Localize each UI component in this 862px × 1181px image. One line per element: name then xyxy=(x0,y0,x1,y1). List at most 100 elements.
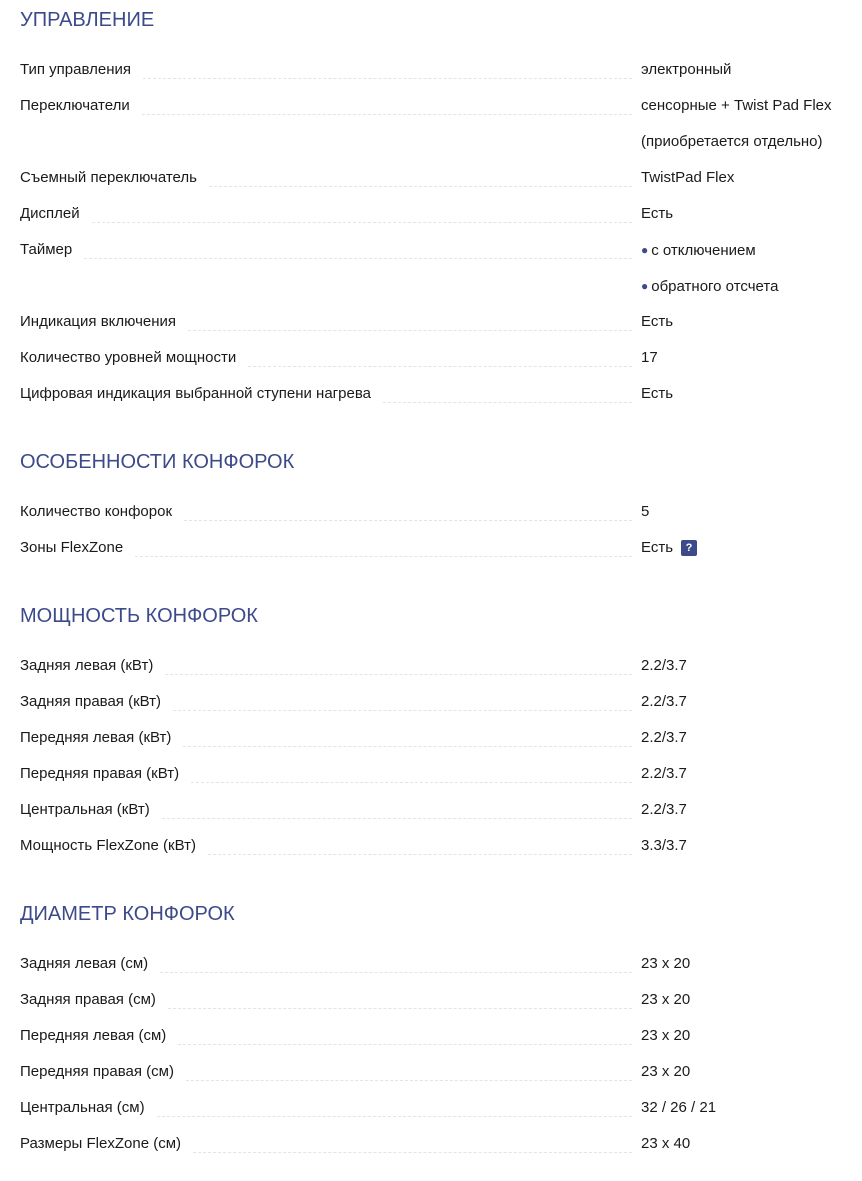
dotted-leader xyxy=(191,756,632,783)
spec-row: Размеры FlexZone (см) 23 x 40 xyxy=(20,1126,862,1162)
section-heading: ДИАМЕТР КОНФОРОК xyxy=(20,903,235,925)
spec-label: Дисплей xyxy=(20,205,80,222)
spec-label: Количество уровней мощности xyxy=(20,349,237,366)
spec-value: сенсорные + Twist Pad Flex (приобретается… xyxy=(641,88,862,160)
spec-value-text: Есть xyxy=(641,313,674,330)
spec-value: 2.2/3.7 xyxy=(641,720,862,756)
spec-row: Количество уровней мощности 17 xyxy=(20,340,862,376)
dotted-leader xyxy=(141,88,632,115)
dotted-leader xyxy=(382,376,632,403)
spec-value-line: 17 xyxy=(641,340,862,376)
spec-value: 32 / 26 / 21 xyxy=(641,1090,862,1126)
spec-value: 23 x 40 xyxy=(641,1126,862,1162)
spec-row: Индикация включения Есть xyxy=(20,304,862,340)
spec-value-line: Есть? xyxy=(641,530,862,566)
spec-row: Передняя правая (см) 23 x 20 xyxy=(20,1054,862,1090)
spec-label: Количество конфорок xyxy=(20,503,173,520)
spec-row: Съемный переключатель TwistPad Flex xyxy=(20,160,862,196)
section-heading: УПРАВЛЕНИЕ xyxy=(20,9,155,31)
dotted-leader xyxy=(156,1090,632,1117)
spec-value-text: электронный xyxy=(641,61,732,78)
spec-value-line: 3.3/3.7 xyxy=(641,828,862,864)
spec-value: Есть xyxy=(641,196,862,232)
spec-value-text: 23 x 20 xyxy=(641,955,691,972)
spec-value: 17 xyxy=(641,340,862,376)
spec-value: TwistPad Flex xyxy=(641,160,862,196)
spec-value: 2.2/3.7 xyxy=(641,756,862,792)
spec-value: 3.3/3.7 xyxy=(641,828,862,864)
section-heading: МОЩНОСТЬ КОНФОРОК xyxy=(20,605,258,627)
spec-row: Таймер ● с отключением ● обратного отсчета xyxy=(20,232,862,304)
dotted-leader xyxy=(160,946,632,973)
spec-value: 23 x 20 xyxy=(641,1018,862,1054)
spec-row: Передняя левая (кВт) 2.2/3.7 xyxy=(20,720,862,756)
spec-row: Передняя правая (кВт) 2.2/3.7 xyxy=(20,756,862,792)
spec-label: Индикация включения xyxy=(20,313,177,330)
spec-value-text: 23 x 20 xyxy=(641,1063,691,1080)
spec-value: 2.2/3.7 xyxy=(641,684,862,720)
spec-value-line: 32 / 26 / 21 xyxy=(641,1090,862,1126)
spec-value-line: 23 x 20 xyxy=(641,1018,862,1054)
dotted-leader xyxy=(165,648,632,675)
dotted-leader xyxy=(135,530,632,557)
spec-value-text: 2.2/3.7 xyxy=(641,801,687,818)
spec-label: Тип управления xyxy=(20,61,131,78)
spec-value-line: 2.2/3.7 xyxy=(641,684,862,720)
spec-row: Зоны FlexZone Есть? xyxy=(20,530,862,566)
spec-value-text: 2.2/3.7 xyxy=(641,765,687,782)
spec-label: Размеры FlexZone (см) xyxy=(20,1135,182,1152)
dotted-leader xyxy=(248,340,632,367)
spec-value-text: сенсорные + Twist Pad Flex xyxy=(641,97,832,114)
spec-value-line: Есть xyxy=(641,304,862,340)
spec-row: Количество конфорок 5 xyxy=(20,494,862,530)
spec-label: Передняя правая (кВт) xyxy=(20,765,180,782)
dotted-leader xyxy=(178,1018,632,1045)
section-heading: ОСОБЕННОСТИ КОНФОРОК xyxy=(20,451,295,473)
question-help-icon[interactable]: ? xyxy=(681,540,698,556)
dotted-leader xyxy=(84,232,632,259)
spec-label: Таймер xyxy=(20,241,73,258)
spec-value-line: TwistPad Flex xyxy=(641,160,862,196)
spec-label: Передняя левая (кВт) xyxy=(20,729,172,746)
spec-value-text: обратного отсчета xyxy=(651,278,779,295)
spec-value: 23 x 20 xyxy=(641,982,862,1018)
spec-row: Дисплей Есть xyxy=(20,196,862,232)
dotted-leader xyxy=(91,196,632,223)
spec-section: МОЩНОСТЬ КОНФОРОК Задняя левая (кВт) 2.2/3… xyxy=(20,596,862,864)
spec-value-line: 2.2/3.7 xyxy=(641,720,862,756)
spec-value-text: с отключением xyxy=(651,242,756,259)
spec-value: 2.2/3.7 xyxy=(641,792,862,828)
spec-row: Задняя правая (кВт) 2.2/3.7 xyxy=(20,684,862,720)
spec-value-text: Есть xyxy=(641,205,674,222)
spec-label: Задняя правая (см) xyxy=(20,991,156,1008)
spec-row: Тип управления электронный xyxy=(20,52,862,88)
spec-value-text: 23 x 40 xyxy=(641,1135,691,1152)
spec-value-line: 23 x 20 xyxy=(641,946,862,982)
spec-value-text: (приобретается отдельно) xyxy=(641,133,823,150)
spec-value: Есть? xyxy=(641,530,862,566)
spec-value: 23 x 20 xyxy=(641,1054,862,1090)
spec-label: Мощность FlexZone (кВт) xyxy=(20,837,196,854)
spec-label: Центральная (кВт) xyxy=(20,801,150,818)
spec-value: Есть xyxy=(641,376,862,412)
spec-value-text: 23 x 20 xyxy=(641,1027,691,1044)
spec-label: Передняя правая (см) xyxy=(20,1063,174,1080)
dotted-leader xyxy=(167,982,632,1009)
dotted-leader xyxy=(184,494,632,521)
dotted-leader xyxy=(208,160,632,187)
spec-row: Центральная (см) 32 / 26 / 21 xyxy=(20,1090,862,1126)
spec-value-text: Есть xyxy=(641,385,674,402)
spec-value-line: сенсорные + Twist Pad Flex xyxy=(641,88,862,124)
spec-value-text: 3.3/3.7 xyxy=(641,837,687,854)
spec-value-text: 2.2/3.7 xyxy=(641,729,687,746)
spec-row: Передняя левая (см) 23 x 20 xyxy=(20,1018,862,1054)
spec-value-line: 23 x 20 xyxy=(641,982,862,1018)
spec-value-text: Есть xyxy=(641,539,674,556)
spec-label: Цифровая индикация выбранной ступени наг… xyxy=(20,385,371,402)
spec-value-text: 2.2/3.7 xyxy=(641,657,687,674)
dotted-leader xyxy=(188,304,632,331)
dotted-leader xyxy=(183,720,632,747)
spec-value: 5 xyxy=(641,494,862,530)
spec-row: Цифровая индикация выбранной ступени наг… xyxy=(20,376,862,412)
spec-value: ● с отключением ● обратного отсчета xyxy=(641,232,862,304)
